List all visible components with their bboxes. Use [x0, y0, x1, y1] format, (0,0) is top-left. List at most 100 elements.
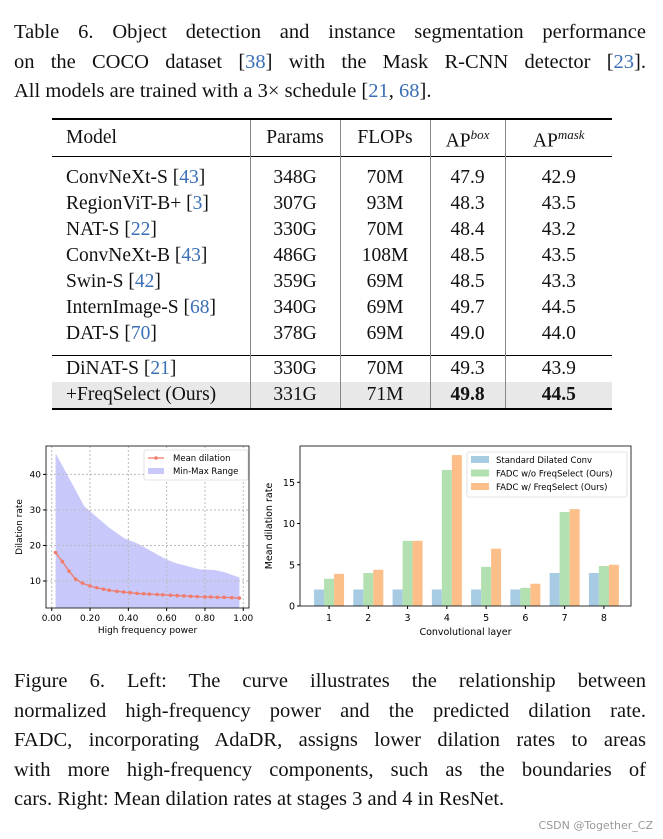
x-tick-label: 1 [326, 613, 332, 624]
ap-box: 49.8 [429, 382, 505, 409]
legend-swatch-icon [471, 469, 489, 477]
mean-dilation-point [182, 594, 186, 598]
x-tick-label: 2 [365, 613, 371, 624]
mean-dilation-point [237, 596, 242, 600]
flops: 70M [339, 217, 430, 243]
mean-dilation-point [94, 585, 99, 590]
bar [353, 589, 364, 606]
header-apmask: APmask [504, 119, 612, 157]
params: 486G [249, 243, 340, 269]
citation-link[interactable]: 3 [192, 193, 203, 214]
flops: 70M [339, 156, 430, 191]
table-row: NAT-S [22] 330G 70M 48.4 43.2 [52, 217, 612, 243]
mean-dilation-line [55, 552, 240, 599]
legend-swatch-icon [471, 483, 489, 490]
bar [441, 469, 452, 606]
params: 340G [249, 295, 340, 321]
header-params: Params [249, 119, 340, 157]
model-name: RegionViT-B+ [3] [66, 193, 209, 214]
mean-dilation-point [135, 591, 139, 596]
dilation-vs-frequency-chart: 0.00 0.20 0.40 0.60 0.80 1.00 10 20 30 40 High fre… [15, 445, 254, 636]
citation-link[interactable]: 43 [181, 245, 201, 266]
params: 330G [249, 217, 340, 243]
table-row: ConvNeXt-S [43] 348G 70M 47.9 42.9 [52, 156, 612, 191]
params: 348G [249, 156, 340, 191]
mean-dilation-point [175, 593, 179, 598]
bar [402, 540, 413, 606]
x-tick-label: 0.20 [80, 614, 100, 624]
bar [324, 578, 335, 606]
y-axis-label: Dilation rate [15, 499, 25, 555]
x-tick-label: 7 [562, 613, 568, 624]
mean-dilation-point [115, 589, 119, 594]
flops: 70M [339, 355, 430, 382]
mean-dilation-point [208, 595, 213, 599]
mean-dilation-point [101, 587, 106, 591]
model-name: NAT-S [22] [66, 219, 157, 240]
table-row: ConvNeXt-B [43] 486G 108M 48.5 43.5 [52, 243, 612, 269]
legend-swatch-icon [148, 468, 164, 474]
y-tick-label: 0 [289, 602, 295, 613]
legend-label: Standard Dilated Conv [496, 456, 592, 466]
ap-box: 48.3 [429, 191, 505, 217]
citation-link[interactable]: 22 [130, 219, 151, 240]
bar [451, 455, 462, 606]
legend-label: Min-Max Range [173, 467, 238, 477]
citation-link[interactable]: 21 [368, 80, 389, 102]
params: 330G [249, 355, 340, 382]
x-tick-label: 0.40 [118, 614, 138, 624]
bar [608, 564, 619, 606]
x-tick-label: 0.80 [195, 614, 215, 624]
flops: 69M [339, 295, 430, 321]
citation-link[interactable]: 42 [134, 271, 155, 292]
mean-dilation-point [73, 577, 78, 582]
table-row: RegionViT-B+ [3] 307G 93M 48.3 43.5 [52, 191, 612, 217]
plot-frame [299, 445, 632, 607]
ap-mask: 42.9 [504, 156, 612, 191]
flops: 69M [339, 269, 430, 295]
mean-dilation-point [215, 595, 220, 600]
model-name: DAT-S [70] [66, 323, 157, 344]
legend-box [466, 451, 628, 498]
mean-dilation-point [67, 569, 71, 573]
model-name: Swin-S [42] [66, 271, 161, 292]
results-table: Model Params FLOPs APbox APmask ConvNeXt… [52, 118, 612, 410]
bar [549, 573, 560, 606]
mean-dilation-point [107, 588, 111, 593]
x-tick-label: 3 [405, 613, 411, 624]
flops: 69M [339, 321, 430, 356]
y-axis-label: Mean dilation rate [264, 483, 275, 570]
citation-link[interactable]: 43 [179, 167, 199, 188]
ap-mask: 44.5 [504, 295, 612, 321]
citation-link[interactable]: 68 [399, 80, 420, 102]
model-name: ConvNeXt-B [43] [66, 245, 208, 266]
citation-link[interactable]: 21 [150, 358, 170, 379]
x-tick-label: 0.00 [42, 614, 62, 624]
plot-frame [45, 445, 250, 609]
mean-dilation-point [155, 592, 159, 597]
x-axis-label: High frequency power [98, 626, 198, 636]
table-row: DiNAT-S [21] 330G 70M 49.3 43.9 [52, 355, 612, 382]
citation-link[interactable]: 23 [613, 50, 635, 73]
ap-box: 48.4 [429, 217, 505, 243]
model-name: ConvNeXt-S [43] [66, 167, 206, 188]
bar [334, 573, 345, 606]
mean-dilation-point [53, 550, 58, 555]
citation-link[interactable]: 38 [245, 50, 266, 73]
bar [510, 589, 521, 606]
citation-link[interactable]: 68 [190, 297, 210, 318]
mean-dilation-bar-chart: 0 5 10 15 1 2 3 4 5 6 7 8 Convolutional layer Mean di… [264, 445, 632, 638]
x-tick-label: 8 [601, 613, 607, 624]
y-tick-label: 20 [30, 541, 42, 551]
table-header: Model Params FLOPs APbox APmask [52, 119, 612, 157]
x-tick-label: 5 [483, 613, 489, 624]
table-row: +FreqSelect (Ours) 331G 71M 49.8 44.5 [52, 382, 612, 409]
citation-link[interactable]: 70 [130, 323, 151, 344]
ap-mask: 43.5 [504, 191, 612, 217]
header-apbox: APbox [429, 119, 505, 157]
bar [598, 566, 609, 606]
mean-dilation-point [168, 593, 173, 598]
legend-label: FADC w/o FreqSelect (Ours) [496, 470, 613, 480]
ap-mask: 43.5 [504, 243, 612, 269]
